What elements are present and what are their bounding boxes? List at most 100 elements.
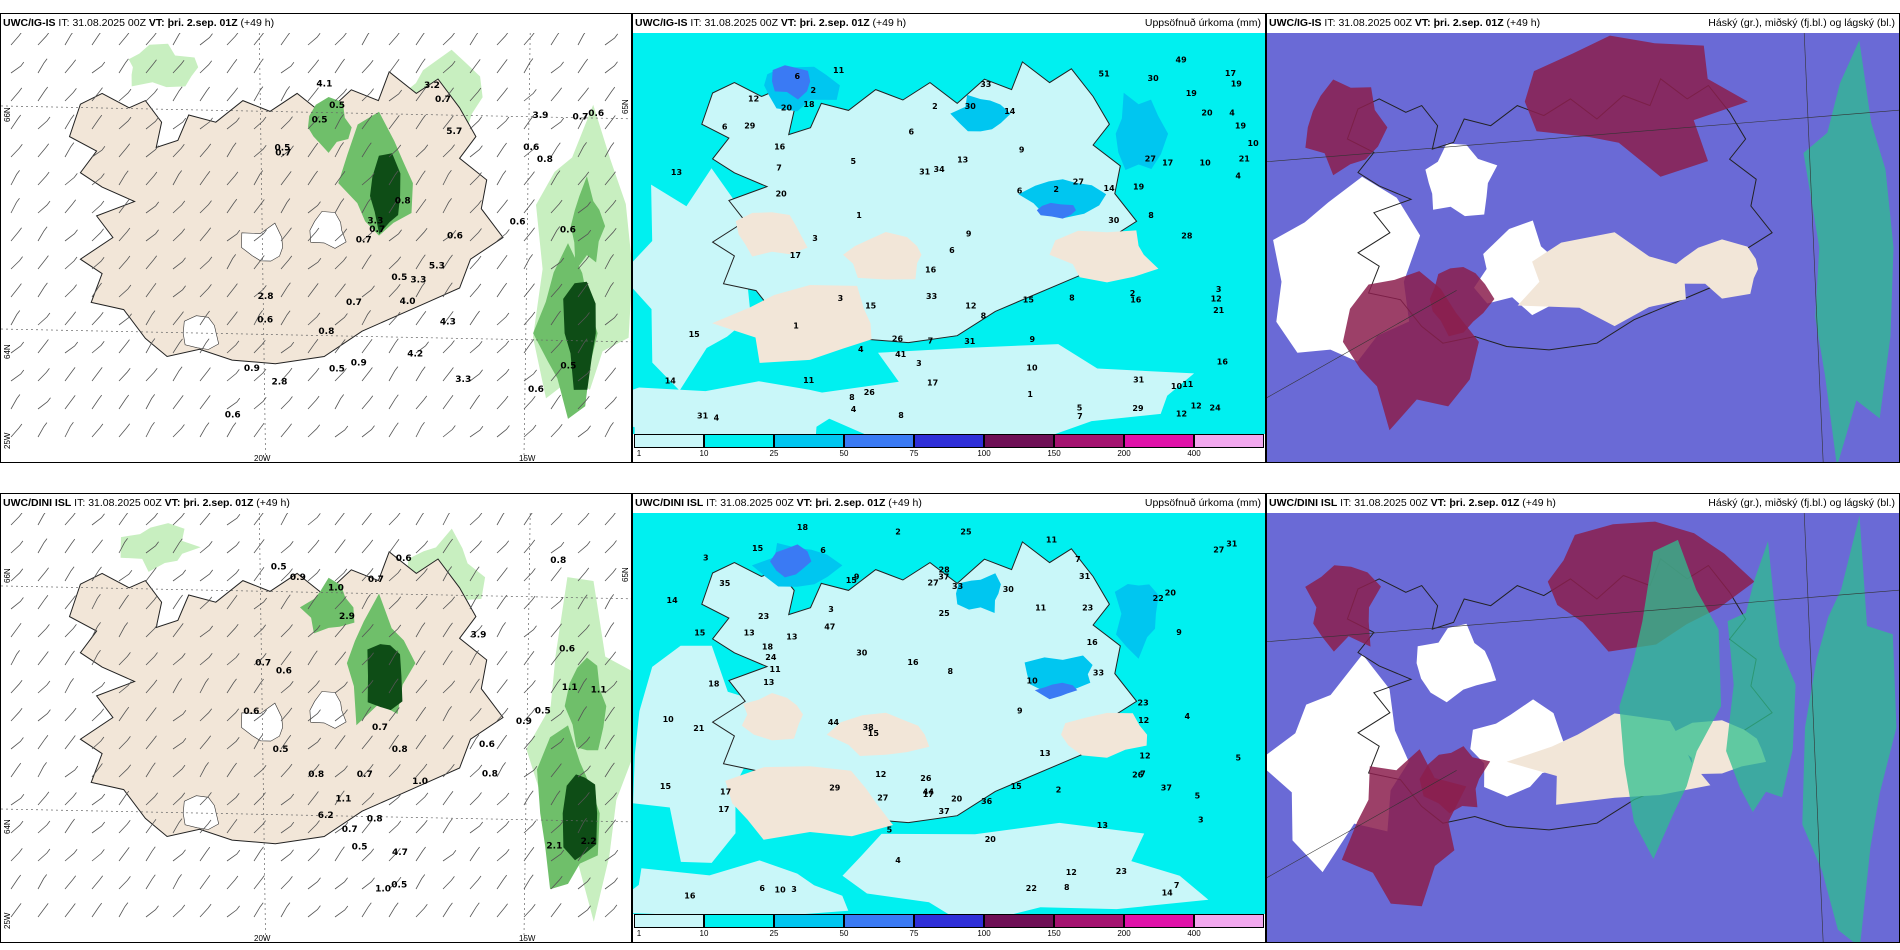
wind-barb <box>550 790 561 806</box>
wind-barb <box>199 422 210 438</box>
wind-barb <box>577 624 590 638</box>
precip-value-label: 31 <box>964 337 976 346</box>
wind-barb <box>307 737 322 750</box>
wind-barb <box>307 568 321 582</box>
wind-barb <box>469 764 483 778</box>
wind-barb <box>280 282 291 298</box>
wind-barb <box>199 569 214 582</box>
wind-barb <box>64 624 77 638</box>
wind-barb <box>37 624 50 638</box>
precip-value-label: 16 <box>907 658 919 667</box>
rh-value-label: 4.2 <box>407 349 423 359</box>
wind-barb <box>226 198 238 214</box>
valid-time: þri. 2.sep. 01Z <box>1449 497 1520 509</box>
rh-value-label: 4.1 <box>316 79 332 89</box>
precip-value-label: 10 <box>775 885 787 894</box>
wind-barb <box>523 595 536 610</box>
rh-value-label: 3.9 <box>471 630 487 640</box>
rh-value-label: 0.5 <box>329 101 345 111</box>
map-panel-cloud-dini: UWC/DINI ISL IT: 31.08.2025 00Z VT: þri.… <box>1266 493 1900 943</box>
wind-barb <box>307 594 319 610</box>
panel-header: UWC/DINI ISL IT: 31.08.2025 00Z VT: þri.… <box>633 494 1265 513</box>
wind-barb <box>226 311 238 326</box>
wind-barb <box>280 651 292 666</box>
precip-value-label: 7 <box>1075 555 1081 564</box>
precip-value-label: 6 <box>1017 187 1023 196</box>
iceland-coastline <box>701 61 1138 344</box>
wind-barb <box>37 709 51 722</box>
precip-value-label: 1 <box>856 211 862 220</box>
wind-barb <box>469 734 480 750</box>
rh-value-label: 0.6 <box>276 667 292 677</box>
colorbar-segment <box>1124 434 1194 448</box>
map-canvas <box>1267 513 1899 942</box>
precip-value-label: 24 <box>765 653 777 662</box>
wind-barb <box>10 707 23 722</box>
wind-barb <box>64 114 75 130</box>
precip-value-label: 4 <box>858 345 864 354</box>
precip-value-label: 6 <box>759 884 765 893</box>
wind-barb <box>280 594 291 610</box>
dry-area <box>735 212 808 257</box>
precip-value-label: 30 <box>1148 74 1160 83</box>
wind-barb <box>145 201 160 214</box>
wind-barb <box>577 567 590 582</box>
wind-barb <box>145 624 158 638</box>
wind-barb <box>496 199 508 214</box>
wind-barb <box>469 310 480 326</box>
wind-barb <box>145 679 158 694</box>
precip-value-label: 37 <box>938 573 949 582</box>
wind-barb <box>199 541 213 554</box>
precip-value-label: 8 <box>849 393 855 402</box>
wind-barb <box>10 283 22 298</box>
lat-label: 65N <box>621 99 630 114</box>
wind-barb <box>10 87 23 102</box>
precip-value-label: 17 <box>720 787 731 796</box>
wind-barb <box>415 650 426 666</box>
wind-barb <box>334 846 345 862</box>
clear-sky-area <box>1416 623 1497 703</box>
wind-barb <box>577 283 589 298</box>
humidity-area <box>128 43 199 88</box>
wind-barb <box>280 61 295 74</box>
precip-value-label: 13 <box>1097 821 1108 830</box>
wind-barb <box>361 902 372 918</box>
high-cloud-area <box>1802 515 1897 942</box>
wind-barb <box>91 173 105 186</box>
graticule <box>523 33 531 462</box>
precip-value-label: 20 <box>985 835 997 844</box>
wind-barb <box>280 198 291 214</box>
wind-barb <box>118 423 131 438</box>
wind-barb <box>172 338 183 354</box>
wind-barb <box>550 737 565 750</box>
wind-barb <box>442 115 454 130</box>
wind-barb <box>388 366 399 382</box>
precip-value-label: 15 <box>752 544 764 553</box>
wind-barb <box>64 566 75 582</box>
wind-barb <box>145 595 158 610</box>
wind-barb <box>361 539 374 554</box>
wind-barb <box>91 87 103 102</box>
graticule <box>1 585 631 600</box>
wind-barb <box>91 566 102 582</box>
wind-barb <box>199 596 213 610</box>
wind-barb <box>253 734 264 750</box>
colorbar-segment <box>844 914 914 928</box>
wind-barb <box>145 905 159 918</box>
rh-value-label: 0.7 <box>368 575 384 585</box>
rh-value-label: 0.6 <box>243 707 259 717</box>
precip-value-label: 12 <box>748 95 759 104</box>
model-name: UWC/DINI ISL <box>1269 497 1338 509</box>
precip-colorbar: 1 10 25 50 75 100 150 200 400 <box>633 914 1265 942</box>
wind-barb <box>334 58 345 74</box>
wind-barb <box>577 792 590 806</box>
wind-barb <box>307 201 321 214</box>
glacier <box>182 315 220 350</box>
humidity-area <box>526 577 631 922</box>
wind-barb <box>415 199 427 214</box>
wind-barb <box>10 341 25 354</box>
wind-barb <box>91 145 106 158</box>
rh-value-label: 0.7 <box>372 723 388 733</box>
precip-value-label: 2 <box>1053 185 1059 194</box>
wind-barb <box>496 255 508 270</box>
